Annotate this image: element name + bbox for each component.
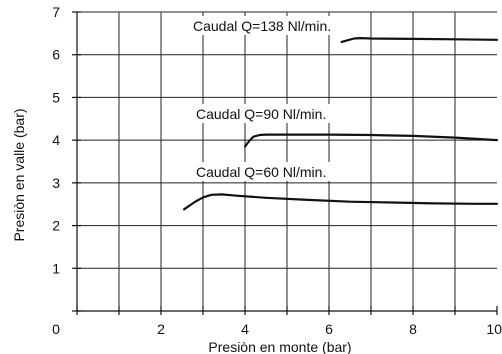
y-axis-title: Presiòn en valle (bar) (11, 108, 27, 241)
series-label: Caudal Q=90 Nl/min. (196, 106, 326, 122)
axes (72, 11, 498, 315)
series-label-background (194, 104, 331, 123)
y-tick-label: 6 (52, 47, 60, 63)
grid (77, 11, 497, 311)
series-label-group: Caudal Q=138 Nl/min. (191, 16, 336, 35)
series-line-2 (243, 133, 499, 148)
x-tick-label: 2 (157, 321, 165, 337)
series-label: Caudal Q=60 Nl/min. (196, 164, 326, 180)
series-label-group: Caudal Q=90 Nl/min. (194, 104, 331, 123)
series-label-group: Caudal Q=60 Nl/min. (194, 162, 331, 181)
x-tick-label: 10 (486, 321, 502, 337)
series-label: Caudal Q=138 Nl/min. (193, 18, 331, 34)
series-labels: Caudal Q=138 Nl/min. Caudal Q=90 Nl/min. C… (191, 16, 336, 181)
x-tick-label: 8 (409, 321, 417, 337)
series-group (183, 37, 499, 211)
y-tick-label: 7 (52, 4, 60, 20)
x-axis-title: Presiòn en monte (bar) (208, 339, 351, 354)
y-tick-label: 1 (52, 260, 60, 276)
series-line-3 (183, 193, 499, 211)
y-tick-label: 2 (52, 218, 60, 234)
y-tick-label: 3 (52, 175, 60, 191)
y-tick-label: 4 (52, 132, 60, 148)
y-tick-labels: 1 2 3 4 5 6 7 (52, 4, 60, 276)
y-tick-label: 5 (52, 89, 60, 105)
x-tick-label: 4 (241, 321, 249, 337)
series-line-1 (340, 37, 499, 43)
series-label-background (194, 162, 331, 181)
x-tick-labels: 0 2 4 6 8 10 (52, 321, 502, 337)
series-label-background (191, 16, 336, 35)
x-tick-label: 0 (52, 321, 60, 337)
x-tick-label: 6 (325, 321, 333, 337)
